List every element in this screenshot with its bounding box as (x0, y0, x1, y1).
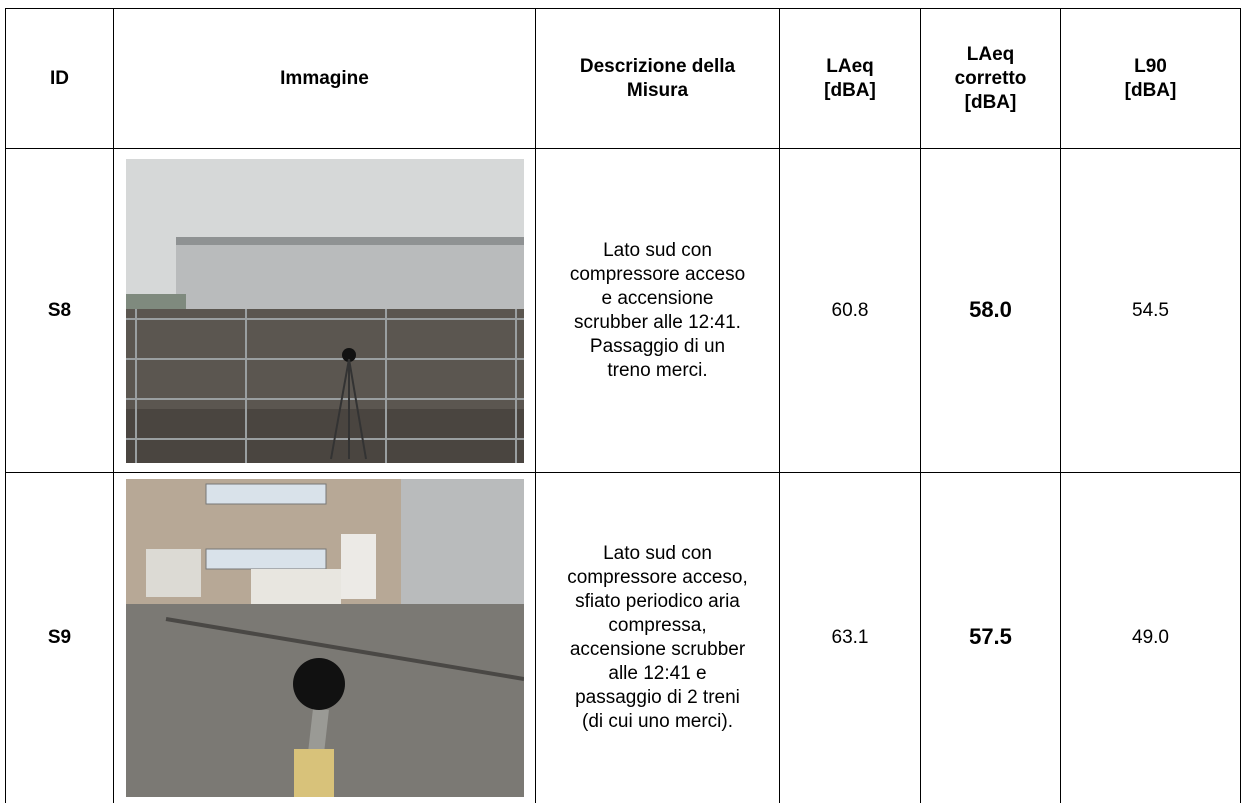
row-id: S9 (48, 627, 71, 648)
header-text: Misura (627, 80, 688, 101)
id-cell: S8 (6, 149, 114, 473)
description-text: Lato sud con (603, 543, 712, 564)
header-cell: LAeq corretto [dBA] (921, 9, 1061, 149)
l90-value: 54.5 (1132, 300, 1169, 321)
header-text: Immagine (280, 68, 369, 89)
description-text: passaggio di 2 treni (575, 687, 740, 708)
header-text: [dBA] (965, 92, 1017, 113)
l90-cell: 49.0 (1061, 473, 1241, 803)
header-text: Descrizione della (580, 56, 735, 77)
header-text: L90 (1134, 56, 1167, 77)
header-cell: Descrizione della Misura (536, 9, 780, 149)
description-text: accensione scrubber (570, 639, 745, 660)
description-text: compressore acceso, (567, 567, 748, 588)
header-text: [dBA] (824, 80, 876, 101)
laeq-corretto-cell: 57.5 (921, 473, 1061, 803)
description-text: (di cui uno merci). (582, 711, 733, 732)
description-text: compressore acceso (570, 264, 745, 285)
l90-value: 49.0 (1132, 627, 1169, 648)
l90-cell: 54.5 (1061, 149, 1241, 473)
header-text: LAeq (967, 44, 1015, 65)
measurement-table: ID Immagine Descrizione della Misura LAeq [dB… (5, 8, 1241, 803)
header-cell: L90 [dBA] (1061, 9, 1241, 149)
header-text: ID (50, 68, 69, 89)
header-row: ID Immagine Descrizione della Misura LAeq [dB… (6, 9, 1241, 149)
row-id: S8 (48, 300, 71, 321)
description-text: alle 12:41 e (608, 663, 706, 684)
header-cell: ID (6, 9, 114, 149)
image-cell (114, 149, 536, 473)
description-text: Passaggio di un (590, 336, 725, 357)
laeq-corretto-value: 58.0 (969, 297, 1012, 322)
description-text: sfiato periodico aria (575, 591, 740, 612)
laeq-value: 60.8 (832, 300, 869, 321)
image-cell (114, 473, 536, 803)
description-cell: Lato sud con compressore acceso e accensio… (536, 149, 780, 473)
description-text: compressa, (608, 615, 706, 636)
laeq-corretto-cell: 58.0 (921, 149, 1061, 473)
description-text: Lato sud con (603, 240, 712, 261)
description-cell: Lato sud con compressore acceso, sfiato pe… (536, 473, 780, 803)
photo-s8 (126, 159, 524, 463)
photo-s9 (126, 479, 524, 797)
header-cell: Immagine (114, 9, 536, 149)
header-cell: LAeq [dBA] (780, 9, 921, 149)
laeq-corretto-value: 57.5 (969, 624, 1012, 649)
data-row: S9 Lato sud con compressore acceso, sfiato… (6, 473, 1241, 803)
laeq-value: 63.1 (832, 627, 869, 648)
header-text: LAeq (826, 56, 874, 77)
header-text: [dBA] (1125, 80, 1177, 101)
data-row: S8 Lato sud con compressore acceso e accen… (6, 149, 1241, 473)
header-text: corretto (955, 68, 1027, 89)
description-text: treno merci. (607, 360, 707, 381)
laeq-cell: 60.8 (780, 149, 921, 473)
description-text: e accensione (602, 288, 714, 309)
description-text: scrubber alle 12:41. (574, 312, 741, 333)
id-cell: S9 (6, 473, 114, 803)
laeq-cell: 63.1 (780, 473, 921, 803)
